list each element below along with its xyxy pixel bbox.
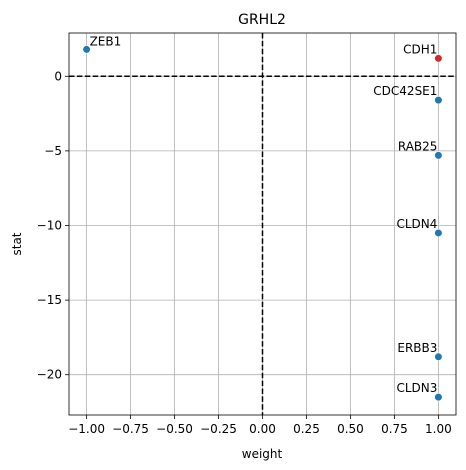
x-tick-label: −0.25	[200, 422, 237, 436]
data-point	[434, 96, 443, 105]
data-point	[434, 228, 443, 238]
y-tick-label: 0	[54, 69, 62, 83]
point-label: CLDN4	[396, 217, 437, 231]
y-tick-label: −5	[44, 144, 62, 158]
point-label: CDH1	[403, 42, 437, 56]
reference-lines	[69, 33, 456, 415]
data-point	[434, 151, 443, 160]
chart-title: GRHL2	[238, 12, 286, 28]
x-tick-label: −0.75	[112, 422, 149, 436]
y-axis-label: stat	[10, 232, 24, 255]
point-label: CDC42SE1	[373, 84, 437, 98]
y-tick-label: −10	[37, 218, 62, 232]
x-tick-label: −0.50	[156, 422, 193, 436]
x-tick-label: 0.50	[337, 422, 364, 436]
x-tick-label: −1.00	[68, 422, 105, 436]
point-label: CLDN3	[396, 381, 437, 395]
point-labels: ZEB1 CDH1 CDC42SE1 RAB25 CLDN4 ERBB3 CLDN3	[90, 34, 438, 395]
x-tick-label: 0.25	[293, 422, 320, 436]
plot-frame	[68, 32, 457, 416]
x-tick-label: 0.75	[381, 422, 408, 436]
data-points	[82, 45, 443, 402]
y-tick-label: −15	[37, 293, 62, 307]
x-axis-label: weight	[242, 447, 283, 461]
data-point	[434, 352, 443, 361]
data-point	[434, 54, 443, 63]
data-point	[82, 45, 91, 54]
data-point	[434, 392, 443, 402]
y-tick-label: −20	[37, 368, 62, 382]
x-tick-label: 0.00	[249, 422, 276, 436]
point-label: ZEB1	[90, 34, 122, 48]
point-label: ERBB3	[397, 341, 437, 355]
x-tick-label: 1.00	[425, 422, 452, 436]
point-label: RAB25	[398, 139, 438, 153]
axis-ticks: −1.00 −0.75 −0.50 −0.25 0.00 0.25 0.50 0.75 1.00…	[37, 69, 452, 436]
